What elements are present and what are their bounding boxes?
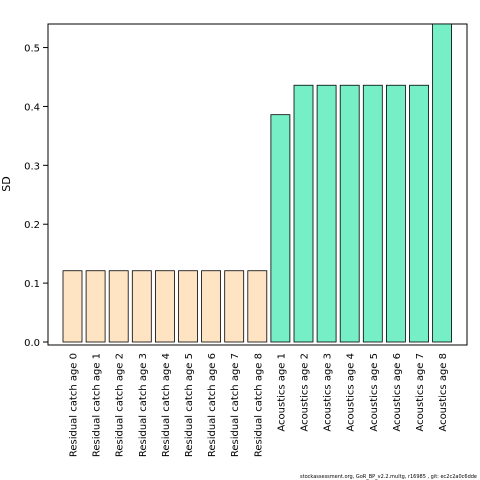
x-tick-label-7: Residual catch age 6 [207, 353, 218, 457]
y-tick-label-6: 0.5 [24, 44, 40, 55]
x-tick-label-11: Acoustics age 2 [300, 353, 311, 432]
y-tick-label-2: 0.1 [24, 279, 40, 290]
bar-3 [108, 270, 129, 343]
bar-12 [316, 84, 337, 343]
bar-8 [224, 270, 245, 343]
y-tick-label-4: 0.3 [24, 161, 40, 172]
bar-4 [131, 270, 152, 343]
bar-9 [247, 270, 268, 343]
x-axis: Residual catch age 0 Residual catch age 1… [69, 353, 450, 457]
y-tick-label-5: 0.4 [24, 102, 40, 113]
footer-note: stockassessment.org, GoR_BP_v2.2.multg, … [300, 474, 477, 480]
x-tick-label-4: Residual catch age 3 [138, 353, 149, 457]
y-axis: 0.0 0.1 0.2 0.3 0.4 0.5 [24, 44, 48, 349]
bar-5 [154, 270, 175, 343]
bar-16 [409, 84, 429, 343]
bars-group [62, 23, 453, 343]
bar-11 [293, 84, 314, 343]
x-tick-label-16: Acoustics age 7 [415, 353, 426, 432]
bar-2 [85, 270, 106, 343]
bar-7 [201, 270, 222, 343]
x-tick-label-3: Residual catch age 2 [115, 353, 126, 457]
y-tick-label-3: 0.2 [24, 220, 40, 231]
bar-15 [385, 84, 406, 343]
x-tick-label-9: Residual catch age 8 [253, 353, 264, 457]
x-tick-label-17: Acoustics age 8 [438, 353, 449, 432]
x-tick-label-10: Acoustics age 1 [276, 353, 287, 432]
bar-10 [270, 114, 291, 343]
y-tick-label-1: 0.0 [24, 338, 40, 349]
bar-1 [62, 270, 83, 343]
bar-14 [362, 84, 383, 343]
x-tick-label-15: Acoustics age 6 [392, 353, 403, 432]
x-tick-label-6: Residual catch age 5 [184, 353, 195, 457]
x-tick-label-14: Acoustics age 5 [369, 353, 380, 432]
bar-17 [432, 23, 453, 343]
bar-6 [178, 270, 198, 343]
x-tick-label-2: Residual catch age 1 [92, 353, 103, 457]
x-tick-label-5: Residual catch age 4 [161, 353, 172, 457]
x-tick-label-8: Residual catch age 7 [230, 353, 241, 457]
x-tick-label-12: Acoustics age 3 [323, 353, 334, 432]
plot-frame [47, 23, 468, 346]
x-tick-label-1: Residual catch age 0 [69, 353, 80, 457]
bar-13 [339, 84, 360, 343]
y-axis-label: SD [0, 176, 13, 191]
x-tick-label-13: Acoustics age 4 [346, 353, 357, 432]
